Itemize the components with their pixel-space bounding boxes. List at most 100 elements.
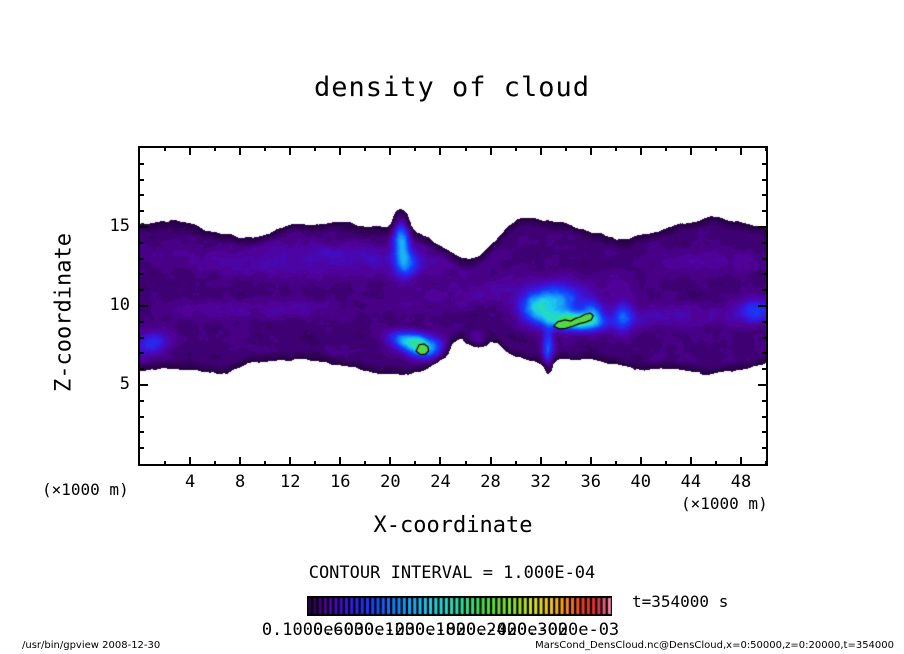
x-axis-tick-label: 4 — [184, 472, 196, 492]
colorbar-tick-label: 0.3000e-03 — [516, 620, 620, 640]
x-axis-minor-tick — [664, 146, 667, 151]
x-axis-tick — [389, 457, 392, 466]
x-axis-tick — [189, 146, 192, 155]
y-axis-minor-tick — [762, 241, 768, 244]
y-axis-minor-tick — [138, 368, 144, 371]
y-axis-minor-tick — [762, 336, 768, 339]
x-axis-tick — [339, 146, 342, 155]
y-axis-minor-tick — [138, 431, 144, 434]
x-axis-minor-tick — [214, 461, 217, 466]
y-axis-minor-tick — [138, 352, 144, 355]
footer-command-text: /usr/bin/gpview 2008-12-30 — [22, 640, 161, 651]
x-axis-tick — [239, 457, 242, 466]
y-axis-tick-label: 15 — [109, 216, 130, 236]
x-axis-tick — [489, 146, 492, 155]
y-axis-minor-tick — [762, 415, 768, 418]
x-axis-minor-tick — [564, 461, 567, 466]
x-axis-tick-label: 48 — [730, 472, 752, 492]
y-axis-tick — [138, 226, 148, 228]
x-axis-tick — [689, 146, 692, 155]
x-axis-minor-tick — [464, 146, 467, 151]
x-axis-tick-label: 16 — [330, 472, 351, 492]
x-axis-tick — [489, 457, 492, 466]
x-axis-tick — [589, 457, 592, 466]
y-axis-minor-tick — [138, 399, 144, 402]
x-axis-tick — [539, 146, 542, 155]
y-axis-minor-tick — [762, 352, 768, 355]
x-axis-tick-label: 28 — [480, 472, 501, 492]
y-axis-minor-tick — [138, 320, 144, 323]
x-axis-minor-tick — [664, 461, 667, 466]
colorbar-tick-label: 0.6000e-03 — [312, 620, 416, 640]
y-axis-tick — [758, 305, 768, 307]
z-axis-unit-label: (×1000 m) — [42, 480, 129, 499]
page-title: density of cloud — [313, 72, 591, 103]
y-axis-minor-tick — [762, 210, 768, 213]
footer-dataset-text: MarsCond_DensCloud.nc@DensCloud,x=0:5000… — [535, 640, 894, 651]
x-axis-tick — [539, 457, 542, 466]
y-axis-minor-tick — [138, 447, 144, 450]
x-axis-minor-tick — [564, 146, 567, 151]
x-axis-tick — [189, 457, 192, 466]
x-axis-minor-tick — [714, 461, 717, 466]
x-axis-tick — [439, 457, 442, 466]
x-axis-minor-tick — [614, 146, 617, 151]
y-axis-title: Z-coordinate — [51, 233, 77, 392]
y-axis-tick-label: 5 — [119, 374, 130, 394]
x-axis-tick — [739, 457, 742, 466]
x-axis-minor-tick — [464, 461, 467, 466]
y-axis-minor-tick — [762, 178, 768, 181]
x-axis-minor-tick — [514, 146, 517, 151]
y-axis-minor-tick — [762, 273, 768, 276]
x-axis-title: X-coordinate — [373, 513, 533, 538]
x-axis-tick-label: 12 — [279, 472, 301, 492]
x-axis-tick — [639, 146, 642, 155]
x-axis-tick — [289, 457, 292, 466]
x-axis-tick-label: 32 — [530, 472, 551, 492]
x-axis-minor-tick — [414, 461, 417, 466]
colorbar — [307, 596, 612, 616]
x-axis-tick — [339, 457, 342, 466]
x-axis-minor-tick — [314, 461, 317, 466]
x-axis-tick-label: 24 — [430, 472, 451, 492]
y-axis-minor-tick — [762, 162, 768, 165]
x-axis-tick — [689, 457, 692, 466]
x-axis-tick — [389, 146, 392, 155]
x-axis-tick — [289, 146, 292, 155]
colorbar-gradient — [307, 596, 612, 616]
x-axis-minor-tick — [364, 461, 367, 466]
y-axis-minor-tick — [138, 178, 144, 181]
x-axis-minor-tick — [164, 146, 167, 151]
colorbar-tick-labels: 0.1000e-03 0.6000e-03 0.1200e-02 0.1800e-02… — [0, 620, 904, 642]
density-plot-frame — [138, 146, 768, 466]
time-annotation: t=354000 s — [632, 592, 729, 611]
x-axis-tick — [639, 457, 642, 466]
y-axis-minor-tick — [138, 162, 144, 165]
colorbar-tick-label: 0.1800e-02 — [414, 620, 518, 640]
y-axis-minor-tick — [138, 289, 144, 292]
x-axis-minor-tick — [765, 146, 767, 151]
y-axis-tick — [758, 384, 768, 386]
y-axis-minor-tick — [762, 399, 768, 402]
y-axis-minor-tick — [138, 194, 144, 197]
x-axis-minor-tick — [214, 146, 217, 151]
x-axis-minor-tick — [164, 461, 167, 466]
x-axis-tick — [239, 146, 242, 155]
y-axis-tick — [758, 226, 768, 228]
y-axis-minor-tick — [762, 289, 768, 292]
y-axis-minor-tick — [762, 194, 768, 197]
y-axis-minor-tick — [138, 415, 144, 418]
y-axis-minor-tick — [762, 368, 768, 371]
x-axis-tick-label: 36 — [580, 472, 601, 492]
x-axis-tick-label: 40 — [630, 472, 652, 492]
x-axis-tick-label: 20 — [380, 472, 401, 492]
y-axis-minor-tick — [138, 273, 144, 276]
x-axis-tick — [739, 146, 742, 155]
colorbar-tick-label: 0.2400e-02 — [465, 620, 569, 640]
y-axis-tick-label: 10 — [109, 295, 130, 315]
y-axis-minor-tick — [138, 336, 144, 339]
x-axis-minor-tick — [264, 461, 267, 466]
x-axis-tick-label: 44 — [680, 472, 702, 492]
x-axis-tick — [439, 146, 442, 155]
x-axis-minor-tick — [314, 146, 317, 151]
